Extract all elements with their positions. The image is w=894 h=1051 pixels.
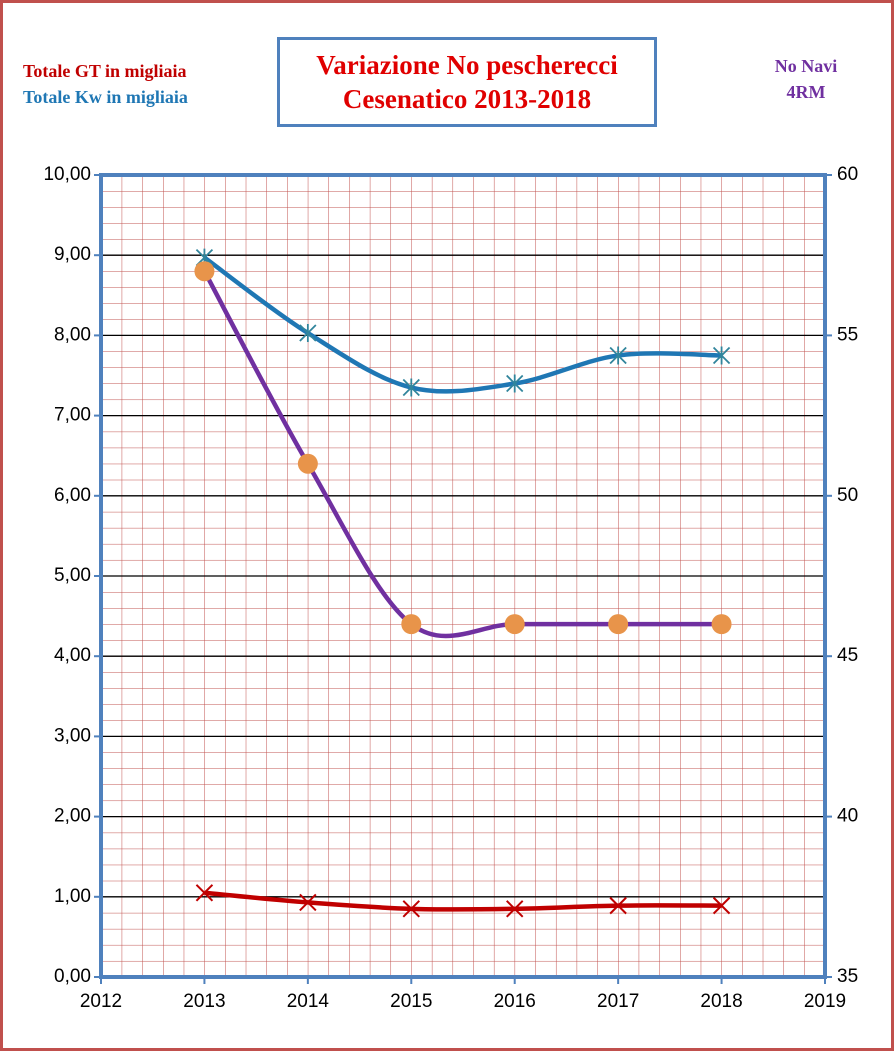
y-tick-label: 3,00 bbox=[54, 725, 91, 746]
series-line bbox=[203, 255, 722, 394]
legend-gt: Totale GT in migliaia bbox=[23, 61, 187, 81]
y-tick-label: 4,00 bbox=[54, 645, 91, 666]
y2-tick-label: 40 bbox=[837, 806, 858, 827]
y-tick-label: 2,00 bbox=[54, 806, 91, 827]
marker bbox=[297, 453, 318, 474]
series-line bbox=[204, 890, 722, 912]
legend-navi: No Navi 4RM bbox=[774, 56, 838, 102]
y-tick-label: 0,00 bbox=[54, 966, 91, 987]
y-tick-label: 10,00 bbox=[43, 164, 91, 185]
marker bbox=[402, 378, 420, 397]
marker bbox=[299, 323, 317, 342]
marker bbox=[711, 614, 732, 635]
x-tick-label: 2019 bbox=[804, 991, 846, 1012]
y2-tick-label: 35 bbox=[837, 966, 858, 987]
x-tick-label: 2018 bbox=[700, 991, 742, 1012]
x-tick-label: 2012 bbox=[80, 991, 122, 1012]
plot-border bbox=[99, 173, 827, 979]
x-tick-label: 2014 bbox=[287, 991, 330, 1012]
marker bbox=[504, 614, 525, 635]
x-tick-label: 2015 bbox=[390, 991, 432, 1012]
marker bbox=[609, 896, 627, 915]
chart: 0,00 1,00 2,00 3,00 4,00 5,00 6,00 7,00 8,00 9,00… bbox=[43, 164, 858, 1012]
marker bbox=[299, 893, 317, 912]
legend-kw: Totale Kw in migliaia bbox=[23, 87, 188, 107]
y2-tick-label: 45 bbox=[837, 645, 858, 666]
marker bbox=[402, 900, 420, 918]
marker bbox=[195, 884, 214, 902]
y-tick-label: 8,00 bbox=[54, 324, 91, 345]
marker bbox=[401, 614, 422, 635]
marker bbox=[506, 900, 524, 918]
y2-tick-label: 50 bbox=[837, 485, 858, 506]
y-tick-label: 1,00 bbox=[54, 886, 91, 907]
marker bbox=[608, 614, 629, 635]
marker bbox=[194, 261, 215, 282]
x-tick-label: 2013 bbox=[183, 991, 225, 1012]
marker bbox=[712, 896, 731, 915]
chart-title: Variazione No pescherecci Cesenatico 201… bbox=[277, 37, 657, 127]
y2-tick-label: 55 bbox=[837, 324, 858, 345]
y2-tick-label: 60 bbox=[837, 164, 858, 185]
x-tick-label: 2017 bbox=[597, 991, 639, 1012]
y-tick-label: 9,00 bbox=[54, 244, 91, 265]
marker bbox=[506, 374, 524, 393]
y-tick-label: 6,00 bbox=[54, 485, 91, 506]
marker bbox=[712, 346, 731, 365]
marker bbox=[609, 346, 627, 365]
y-tick-label: 7,00 bbox=[54, 405, 91, 426]
x-tick-label: 2016 bbox=[494, 991, 536, 1012]
title-text: Variazione No pescherecci Cesenatico 201… bbox=[316, 50, 618, 114]
y-tick-label: 5,00 bbox=[54, 565, 91, 586]
